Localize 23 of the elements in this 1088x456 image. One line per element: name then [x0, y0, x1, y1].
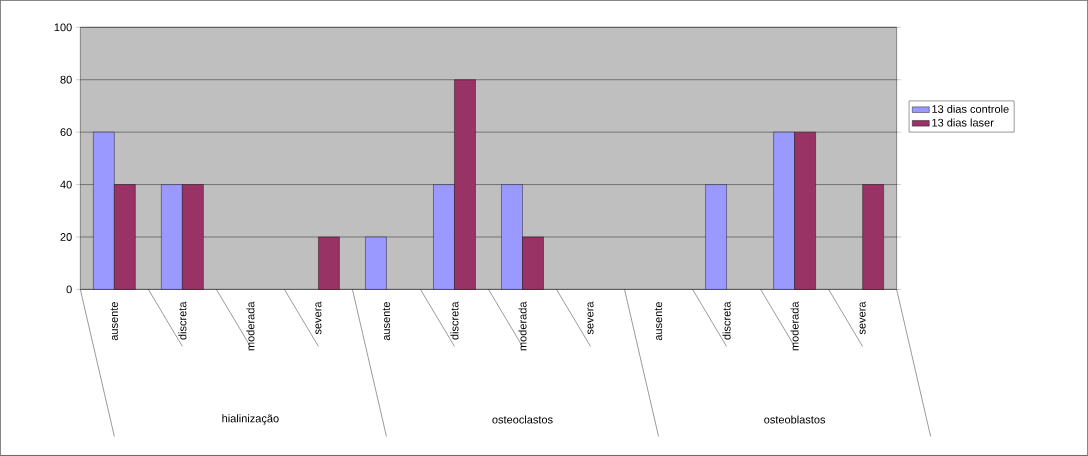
text: osteoblastos: [764, 415, 826, 424]
x-tick-label: severa: [315, 301, 322, 335]
legend-label: 13 dias controle: [932, 104, 1009, 114]
y-tick-label: 40: [60, 180, 72, 189]
x-tick-label: discreta: [722, 301, 731, 340]
x-tick-label: discreta: [178, 301, 187, 340]
y-tick-label: 80: [60, 75, 72, 84]
x-tick-label: ausente: [382, 302, 391, 341]
text: osteoclastos: [492, 415, 553, 424]
x-tick-label: discreta: [450, 301, 459, 340]
y-tick-label: 0: [66, 285, 72, 294]
x-tick-label: moderada: [790, 301, 799, 351]
x-tick-label: ausente: [110, 302, 118, 341]
x-tick-label: severa: [587, 301, 594, 335]
y-tick-label: 60: [60, 128, 72, 137]
text: hialinização: [222, 414, 279, 425]
legend-label: 13 dias laser: [932, 118, 994, 127]
y-tick-label: 20: [60, 233, 72, 241]
x-tick-label: ausente: [654, 302, 663, 341]
x-tick-label: severa: [859, 301, 866, 335]
x-tick-label: moderada: [518, 301, 527, 351]
x-tick-label: moderada: [246, 301, 255, 351]
y-tick-label: 100: [54, 23, 72, 32]
